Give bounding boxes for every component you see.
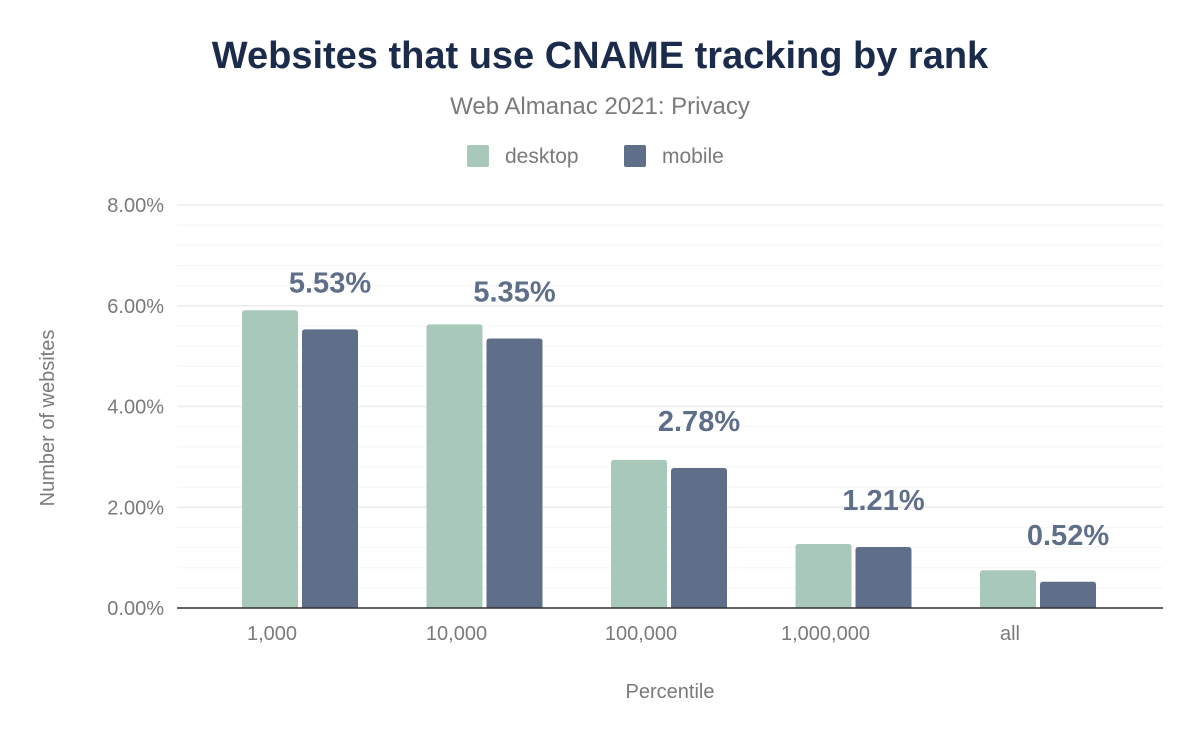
legend: desktop mobile [467,145,724,168]
y-tick-label: 0.00% [107,598,164,620]
data-label: 5.53% [289,267,371,299]
chart-title: Websites that use CNAME tracking by rank [212,35,989,77]
y-tick-label: 2.00% [107,497,164,519]
bar-desktop [980,570,1036,608]
y-tick-label: 8.00% [107,195,164,217]
bar-desktop [426,324,483,608]
bar-mobile [671,467,727,608]
x-tick-label: 10,000 [426,623,487,645]
chart-subtitle: Web Almanac 2021: Privacy [450,93,750,120]
legend-label-mobile: mobile [662,145,724,168]
y-tick-label: 6.00% [107,296,164,318]
data-label: 2.78% [658,406,740,438]
bar-desktop [611,459,667,608]
bar-mobile [855,547,912,608]
x-tick-label: 1,000,000 [781,623,870,645]
y-tick-label: 4.00% [107,397,164,419]
x-axis-label: Percentile [626,681,715,703]
bar-mobile [1040,581,1096,608]
data-label: 0.52% [1027,520,1109,552]
x-tick-label: 100,000 [605,623,677,645]
bar-mobile [302,329,358,608]
legend-label-desktop: desktop [505,145,579,168]
bar-desktop [242,310,298,608]
data-label: 1.21% [842,485,924,517]
legend-swatch-mobile [624,145,646,167]
bar-mobile [486,338,543,608]
x-tick-label: all [1000,623,1020,645]
bar-desktop [795,544,852,608]
y-axis-label: Number of websites [37,330,59,507]
x-tick-label: 1,000 [247,623,297,645]
data-label: 5.35% [473,276,555,308]
legend-swatch-desktop [467,145,489,167]
